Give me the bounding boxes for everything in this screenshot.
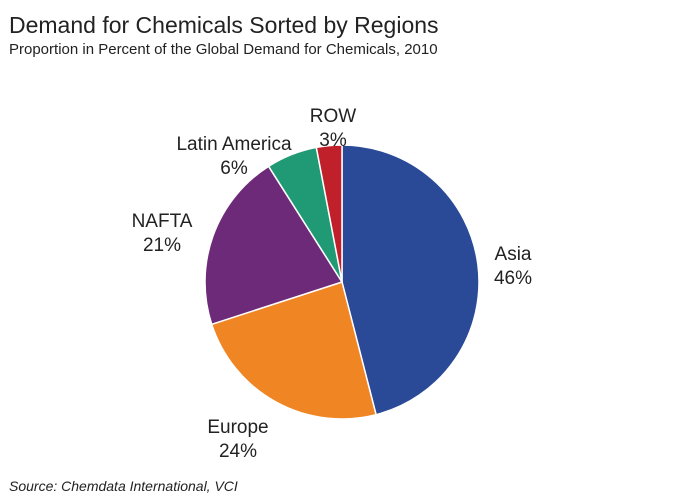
pie-slice-nafta [204,165,344,326]
slice-category-label: Europe [207,417,268,438]
pie-slice-asia [341,144,480,416]
pie-slice-row [315,144,343,283]
pie-slice-europe [210,281,377,420]
chart-title: Demand for Chemicals Sorted by Regions [9,12,439,38]
slice-category-label: Asia [495,244,532,265]
slice-value-label: 46% [494,268,532,289]
slice-value-label: 21% [143,235,181,256]
slice-value-label: 3% [319,130,347,151]
slice-category-label: NAFTA [132,211,193,232]
slice-category-label: Latin America [176,134,292,155]
chart-subtitle: Proportion in Percent of the Global Dema… [9,41,438,58]
source-note: Source: Chemdata International, VCI [9,478,238,494]
slice-value-label: 6% [220,158,248,179]
slice-value-label: 24% [219,441,257,462]
slice-category-label: ROW [310,106,357,127]
